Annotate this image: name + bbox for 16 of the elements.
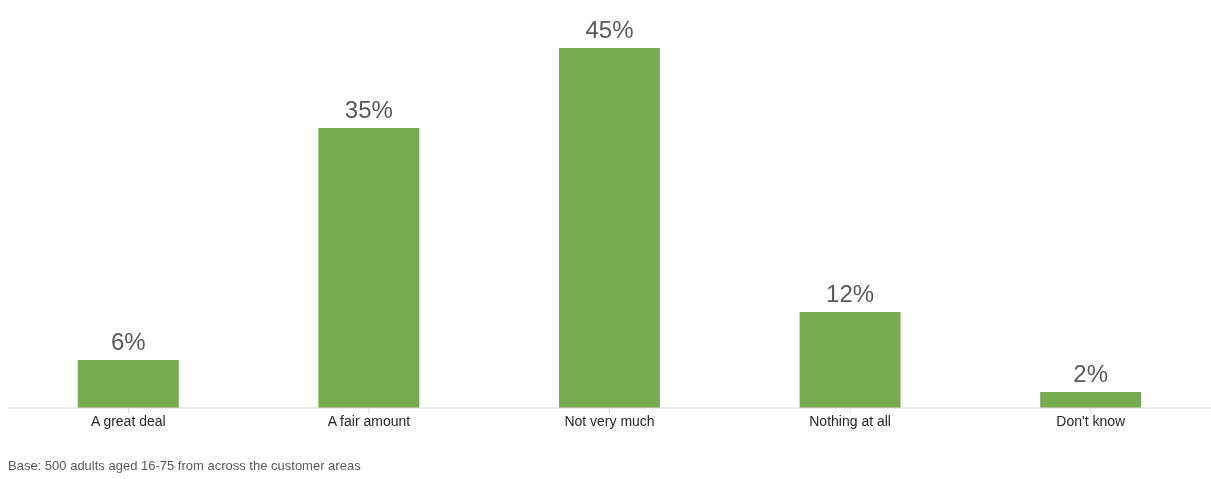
bar <box>318 128 420 408</box>
data-label: 6% <box>110 328 146 355</box>
x-tick-label: A great deal <box>90 412 166 429</box>
x-tick-label: A fair amount <box>327 412 411 429</box>
x-tick-label: Nothing at all <box>809 412 891 429</box>
bar <box>558 48 660 408</box>
bar <box>1040 392 1142 408</box>
x-tick-label: Not very much <box>564 412 655 429</box>
data-label: 35% <box>344 96 393 123</box>
data-label: 12% <box>826 280 875 307</box>
x-tick-label: Don't know <box>1056 412 1126 429</box>
data-label: 45% <box>585 16 634 43</box>
data-label: 2% <box>1073 360 1109 387</box>
bar <box>77 360 179 408</box>
text: Base: 500 adults aged 16-75 from across the customer areas <box>8 458 362 473</box>
bar <box>799 312 901 408</box>
